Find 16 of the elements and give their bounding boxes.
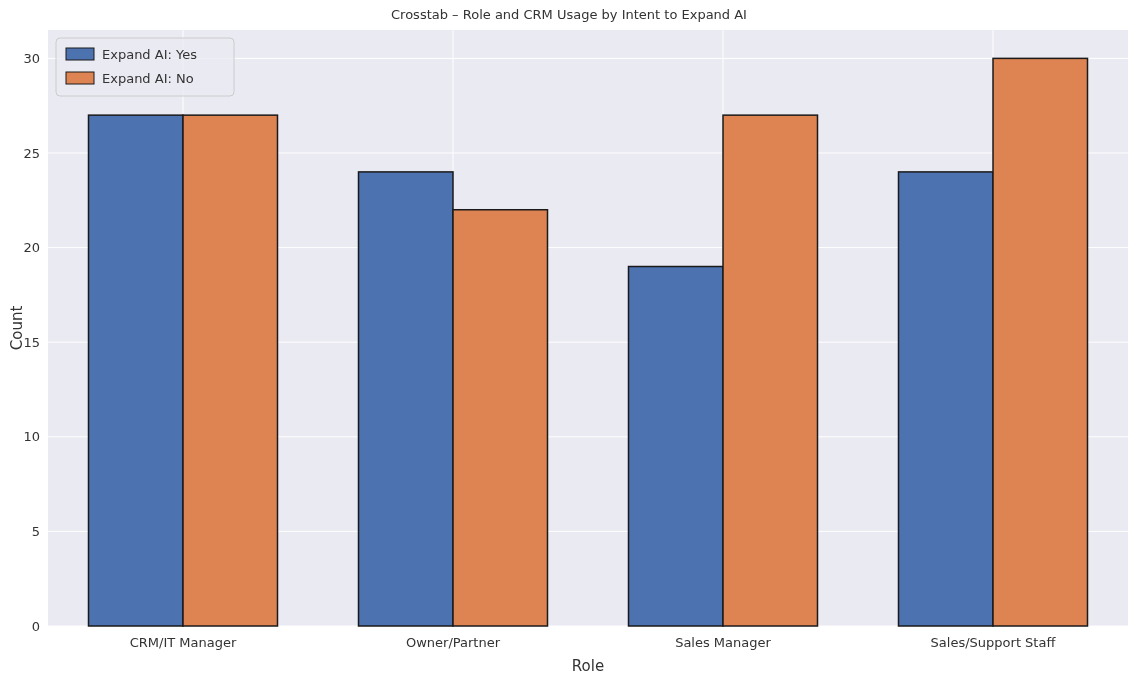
legend-label: Expand AI: No (102, 70, 194, 86)
y-tick-label: 25 (23, 145, 40, 161)
y-tick-label: 20 (23, 240, 40, 256)
y-tick-label: 30 (23, 50, 40, 66)
y-tick-label: 15 (23, 334, 40, 350)
y-tick-label: 0 (31, 618, 40, 634)
x-tick-label: CRM/IT Manager (129, 635, 237, 650)
x-axis-title: Role (571, 657, 605, 675)
x-tick-label: Owner/Partner (405, 635, 501, 650)
x-tick-label: Sales/Support Staff (930, 635, 1057, 650)
legend-label: Expand AI: Yes (102, 46, 198, 62)
y-tick-label: 5 (31, 523, 40, 539)
y-axis-title: Count (8, 305, 26, 351)
y-tick-label: 10 (23, 429, 40, 445)
chart-title: Crosstab – Role and CRM Usage by Intent to Expand AI (391, 7, 747, 22)
x-tick-label: Sales Manager (675, 635, 772, 650)
